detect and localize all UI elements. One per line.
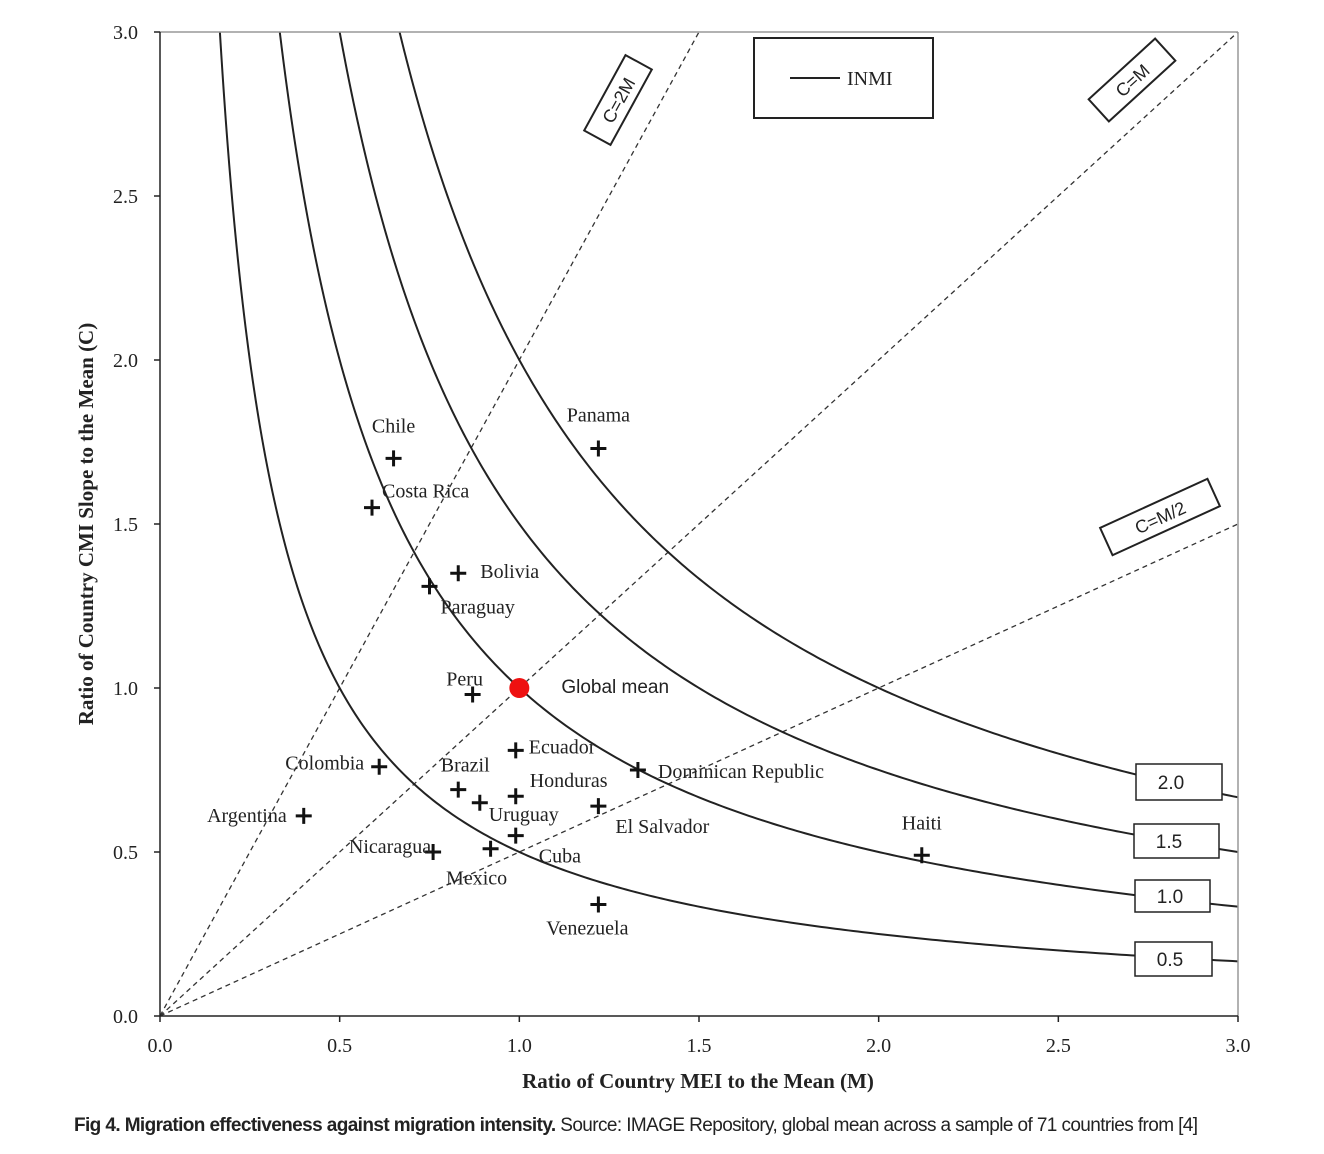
reference-label-box [582,53,654,147]
y-tick-label: 1.0 [113,678,138,700]
point-marker [421,578,438,595]
point-label: Bolivia [480,561,539,583]
point-label: Peru [446,669,483,691]
curve-label: 0.5 [1157,950,1183,971]
reference-label-group: C=M/2 [1098,477,1222,557]
point-label: Ecuador [529,736,596,758]
inmi-curve [218,32,1238,963]
curve-label: 1.5 [1156,832,1182,853]
y-tick-label: 1.5 [113,514,138,536]
point-label: Paraguay [441,596,515,618]
x-tick-label: 0.5 [327,1035,352,1057]
legend-box [753,37,934,119]
point-marker [590,440,607,457]
plot-area [160,32,1238,1016]
point-label: Venezuela [546,917,628,939]
reference-label-box [1098,477,1222,557]
caption: Fig 4. Migration effectiveness against m… [74,1114,1264,1138]
y-tick-label: 2.5 [113,186,138,208]
x-axis-label: Ratio of Country MEI to the Mean (M) [522,1069,874,1093]
point-marker [425,844,442,860]
point-marker [364,499,381,516]
global-mean-marker [509,678,530,698]
point-label: Mexico [446,868,507,890]
point-label: Argentina [207,805,287,827]
point-label: Colombia [285,753,364,775]
inmi-curve [278,32,1238,908]
reference-line [160,32,700,1016]
x-tick-label: 3.0 [1226,1035,1251,1057]
inmi-curve [398,32,1238,799]
point-label: Panama [567,405,630,427]
y-tick-label: 0.5 [113,842,138,864]
point-marker [371,758,388,775]
x-tick-label: 0.0 [148,1035,173,1057]
point-label: Uruguay [489,804,559,826]
point-marker [464,686,481,703]
point-marker [507,788,524,805]
point-marker [450,781,467,798]
curve-label: 1.0 [1157,887,1183,908]
curve-label-box [1134,879,1211,913]
point-label: Costa Rica [382,481,469,503]
point-label: Haiti [902,812,942,834]
reference-label-group: C=M [1087,37,1177,123]
point-marker [295,807,312,824]
point-marker [482,840,499,857]
curve-label: 2.0 [1158,773,1184,794]
curve-label-box [1135,763,1223,801]
curve-label-box [1134,941,1213,977]
caption-text: Source: IMAGE Repository, global mean ac… [560,1115,1198,1136]
point-marker [507,742,524,759]
chart: Ratio of Country MEI to the Mean (M) Rat… [74,22,1251,1093]
point-marker [590,896,607,913]
point-label: Dominican Republic [658,761,824,783]
point-marker [507,827,524,844]
reference-label-group: C=2M [582,53,654,147]
reference-label-box [1087,37,1177,123]
point-marker [471,794,488,811]
y-tick-label: 2.0 [113,350,138,372]
reference-line [160,32,1238,1016]
point-marker [590,798,607,815]
legend-label: INMI [847,68,893,90]
point-label: Nicaragua [349,836,431,858]
point-marker [450,565,467,582]
x-tick-label: 1.0 [507,1035,532,1057]
point-marker [385,450,402,467]
y-axis-label: Ratio of Country CMI Slope to the Mean (… [74,323,98,725]
caption-title: Fig 4. Migration effectiveness against m… [74,1115,556,1136]
curve-label-box [1133,823,1220,859]
point-label: Honduras [530,770,608,792]
point-label: Chile [372,415,415,437]
point-marker [629,762,646,778]
y-tick-label: 3.0 [113,22,138,44]
x-tick-label: 2.0 [866,1035,891,1057]
point-marker [913,847,930,864]
inmi-curve [338,32,1238,853]
point-label: Brazil [441,755,490,777]
y-tick-label: 0.0 [113,1006,138,1028]
global-mean-label: Global mean [561,677,669,698]
x-tick-label: 2.5 [1046,1035,1071,1057]
point-label: El Salvador [615,816,709,838]
point-label: Cuba [539,846,581,868]
x-tick-label: 1.5 [687,1035,712,1057]
